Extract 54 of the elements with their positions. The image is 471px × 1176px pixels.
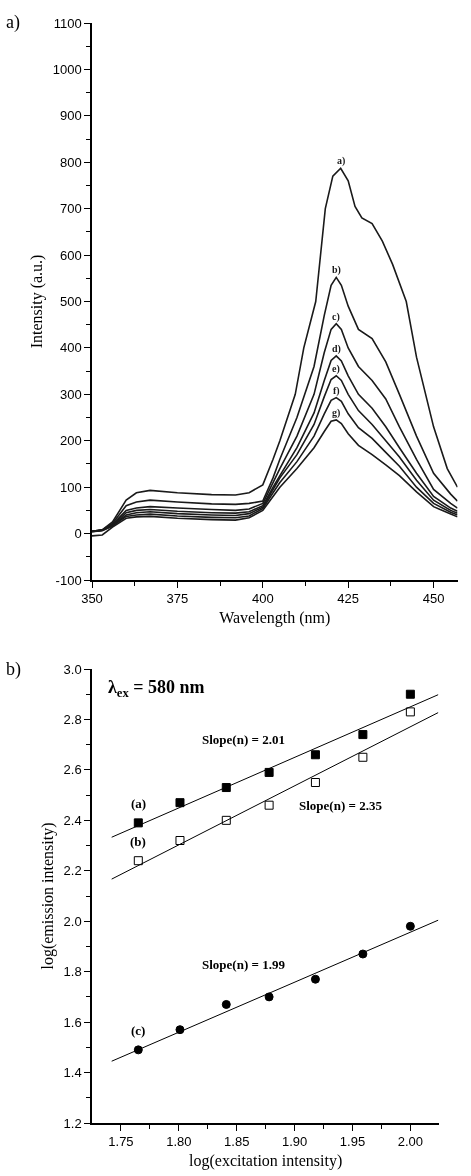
series-label: e) bbox=[332, 363, 340, 375]
y-tick-label: 2.6 bbox=[63, 762, 82, 778]
y-tick-label: 2.0 bbox=[63, 913, 82, 929]
series-label: d) bbox=[332, 343, 341, 355]
x-tick-label: 1.90 bbox=[281, 1134, 308, 1150]
series-label: a) bbox=[337, 155, 346, 167]
x-tick-label: 1.85 bbox=[224, 1134, 250, 1150]
series-label: f) bbox=[333, 385, 340, 397]
x-tick-label: 425 bbox=[337, 591, 360, 607]
y-axis-title: Intensity (a.u.) bbox=[28, 254, 47, 349]
y-tick-label: 0 bbox=[74, 526, 82, 542]
y-tick-label: 800 bbox=[59, 154, 82, 170]
annotation: Slope(n) = 2.01 bbox=[202, 732, 285, 747]
y-tick-label: 2.8 bbox=[63, 711, 82, 727]
y-tick-label: -100 bbox=[55, 572, 82, 588]
y-tick-label: 1100 bbox=[53, 15, 82, 31]
y-tick-label: 300 bbox=[59, 386, 82, 402]
series-label: g) bbox=[332, 407, 341, 419]
series-label: c) bbox=[332, 311, 340, 323]
annotation: Slope(n) = 2.35 bbox=[299, 798, 383, 813]
annotation: λ$_{ex}$ = 580 nm bbox=[108, 677, 205, 700]
x-tick-label: 375 bbox=[166, 591, 189, 607]
y-axis-title: log(emission intensity) bbox=[38, 822, 57, 970]
y-tick-label: 2.4 bbox=[63, 812, 82, 828]
y-tick-label: 1.8 bbox=[63, 964, 82, 980]
y-tick-label: 1000 bbox=[52, 61, 82, 77]
y-tick-label: 1.6 bbox=[63, 1014, 82, 1030]
x-tick-label: 1.75 bbox=[108, 1134, 134, 1150]
series-label: (b) bbox=[130, 834, 146, 849]
x-axis-title: Wavelength (nm) bbox=[219, 608, 331, 627]
y-tick-label: 600 bbox=[59, 247, 82, 263]
x-axis-title: log(excitation intensity) bbox=[189, 1151, 343, 1170]
x-tick-label: 450 bbox=[422, 591, 445, 607]
text: b) bbox=[6, 659, 21, 680]
x-tick-label: 1.95 bbox=[339, 1134, 366, 1150]
text: a) bbox=[6, 12, 20, 33]
y-tick-label: 2.2 bbox=[63, 863, 82, 879]
series-label: (c) bbox=[131, 1023, 146, 1038]
y-tick-label: 700 bbox=[59, 201, 82, 217]
y-tick-label: 400 bbox=[59, 340, 82, 356]
x-tick-label: 2.00 bbox=[397, 1134, 424, 1150]
annotation: Slope(n) = 1.99 bbox=[202, 957, 286, 972]
x-tick-label: 350 bbox=[81, 591, 103, 607]
x-tick-label: 400 bbox=[251, 591, 274, 607]
series-label: (a) bbox=[131, 796, 147, 811]
y-tick-label: 500 bbox=[59, 294, 82, 310]
x-tick-label: 1.80 bbox=[166, 1134, 192, 1150]
y-tick-label: 3.0 bbox=[63, 661, 82, 677]
series-label: b) bbox=[332, 264, 341, 276]
y-tick-label: 900 bbox=[59, 108, 82, 124]
y-tick-label: 1.2 bbox=[63, 1115, 82, 1131]
y-tick-label: 100 bbox=[59, 479, 82, 495]
y-tick-label: 200 bbox=[59, 433, 82, 449]
y-tick-label: 1.4 bbox=[63, 1065, 82, 1081]
